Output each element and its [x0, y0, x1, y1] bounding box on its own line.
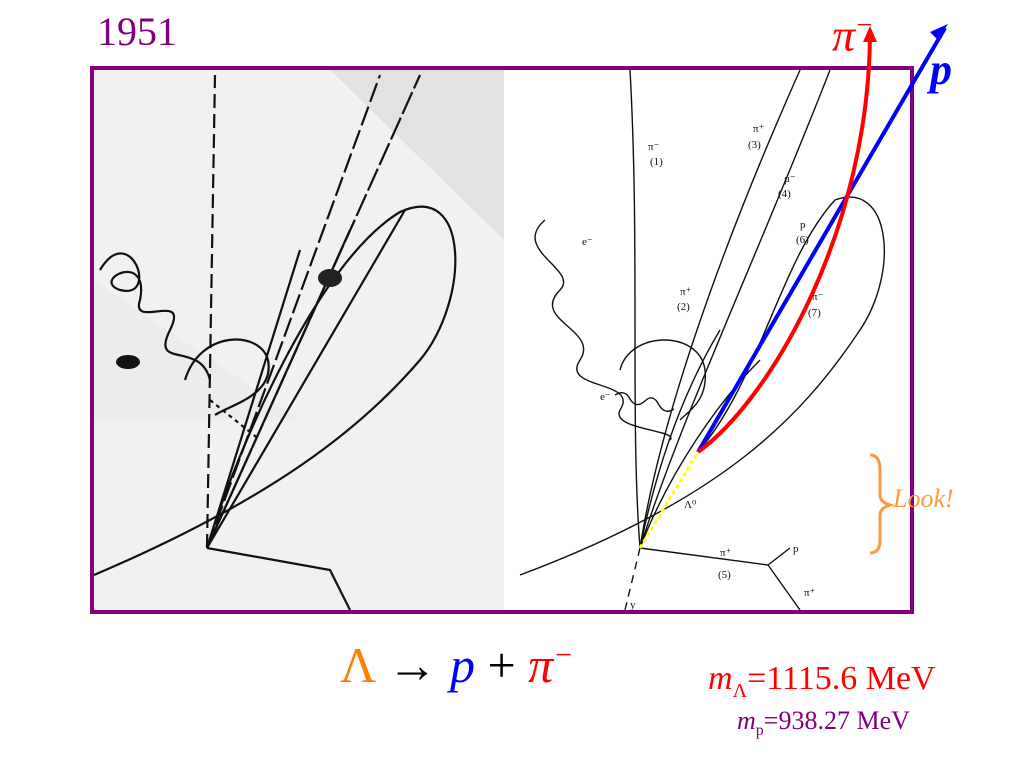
photo-blob-1: [116, 355, 140, 369]
track-mu-minus-4: [639, 69, 831, 549]
equation-plus: +: [487, 637, 516, 693]
pi-minus-label: π−: [832, 12, 874, 58]
track-pi-minus-1: [629, 69, 641, 549]
label-n4: (4): [778, 188, 791, 200]
label-mu-minus-4: μ⁻: [784, 173, 796, 185]
equation-lambda: Λ: [340, 637, 375, 693]
label-pi-plus-bottom: π⁺: [804, 587, 816, 599]
lambda-mass-sub: Λ: [732, 679, 748, 702]
pi-minus-label-sup: −: [855, 10, 874, 41]
pi-minus-label-base: π: [832, 9, 856, 61]
label-pi-plus-3: π⁺: [753, 123, 765, 135]
label-n3: (3): [748, 139, 761, 151]
label-pi-plus-5: π⁺: [720, 547, 732, 559]
proton-mass-m: m: [737, 706, 756, 735]
wavy-e-minus: [614, 392, 675, 412]
photo-track-e: [206, 209, 406, 549]
label-e-minus-wavy: e⁻: [600, 391, 611, 403]
track-incoming: [624, 547, 641, 611]
proton-arrow-head: [930, 24, 948, 40]
label-pi-minus-1: π⁻: [648, 141, 660, 153]
label-p-6: p: [800, 219, 806, 231]
photo-shadow-2: [94, 280, 300, 420]
equation-proton: p: [449, 637, 475, 693]
proton-mass-value: =938.27 MeV: [763, 706, 910, 735]
label-pi-plus-2: π⁺: [680, 286, 692, 298]
lambda-mass-m: m: [708, 660, 733, 697]
proton-label: p: [930, 45, 952, 94]
proton-mass: mp=938.27 MeV: [737, 708, 910, 739]
arc-loop: [619, 339, 706, 421]
photo-spiral: [99, 252, 212, 381]
track-pi-plus-3: [639, 69, 801, 549]
photo-blob-2: [318, 269, 342, 287]
spiral-e-minus: [534, 219, 672, 441]
photo-bottom-track: [206, 546, 351, 611]
equation-pi-sup: −: [553, 638, 574, 672]
label-pi-minus-7: π⁻: [812, 291, 824, 303]
proton-track: [696, 26, 947, 454]
label-e-minus-spiral: e⁻: [582, 236, 593, 248]
lambda-path: [638, 451, 700, 549]
photo-track-a: [205, 74, 382, 549]
lambda-mass-value: =1115.6 MeV: [747, 660, 936, 697]
track-pi-plus-2: [639, 329, 721, 549]
track-short: [639, 359, 761, 549]
photo-shadow: [330, 70, 504, 240]
look-brace: [869, 453, 896, 555]
lambda-mass: mΛ=1115.6 MeV: [708, 662, 936, 701]
track-lambda-loop: [519, 196, 886, 576]
drawn-panel: π⁻ (1) π⁺ (3) μ⁻ (4) p (6) π⁺ (2) π⁻ (7)…: [519, 24, 948, 611]
photo-arc: [183, 338, 270, 416]
track-p-bottom: [767, 547, 791, 566]
equation-arrow: →: [387, 637, 438, 693]
label-n7: (7): [808, 307, 821, 319]
photo-panel: [93, 70, 504, 611]
proton-mass-sub: p: [755, 722, 764, 740]
label-n5: (5): [718, 569, 731, 581]
label-n2: (2): [677, 301, 690, 313]
label-lambda0: Λ⁰: [684, 499, 697, 511]
decay-equation: Λ → p + π−: [340, 640, 573, 690]
equation-pi: π: [528, 637, 554, 693]
pi-minus-arrow-head: [863, 26, 877, 42]
label-y-bottom: y: [630, 599, 636, 611]
label-p-bottom: p: [793, 543, 799, 555]
look-annotation: Look!: [893, 484, 954, 513]
photo-wavy: [209, 399, 261, 441]
pi-minus-track: [696, 29, 872, 454]
label-n6: (6): [796, 234, 809, 246]
photo-track-c: [205, 249, 302, 549]
label-n1: (1): [650, 156, 663, 168]
photo-lambda-loop: [93, 205, 457, 577]
year-title: 1951: [97, 9, 177, 54]
